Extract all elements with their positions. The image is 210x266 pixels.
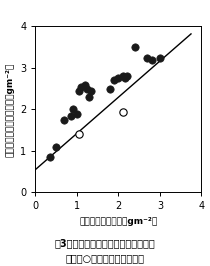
Point [90, 89, 93, 93]
Point [121, 74, 124, 78]
Point [108, 86, 112, 91]
Point [117, 76, 120, 80]
Point [77, 132, 81, 136]
Point [158, 55, 161, 60]
Text: 効果（○印は堤肆施用土壌）: 効果（○印は堤肆施用土壌） [66, 253, 144, 263]
Point [77, 89, 81, 93]
Point [88, 95, 91, 99]
Point [121, 109, 124, 114]
Y-axis label: わら表面施用窒素富化量（gm⁻²）: わら表面施用窒素富化量（gm⁻²） [5, 62, 14, 157]
Point [113, 78, 116, 82]
X-axis label: 無処理窒素富化量（gm⁻²）: 無処理窒素富化量（gm⁻²） [79, 217, 158, 226]
Point [150, 57, 153, 62]
Point [63, 118, 66, 122]
Point [69, 114, 72, 118]
Point [71, 107, 74, 111]
Point [48, 155, 52, 159]
Point [79, 85, 83, 89]
Point [133, 45, 137, 49]
Point [84, 82, 87, 87]
Point [86, 86, 89, 91]
Point [146, 55, 149, 60]
Point [125, 74, 128, 78]
Text: 図3　わら表面施用による窒素富化の: 図3 わら表面施用による窒素富化の [55, 238, 155, 248]
Point [75, 111, 79, 116]
Point [123, 76, 126, 80]
Point [54, 145, 58, 149]
